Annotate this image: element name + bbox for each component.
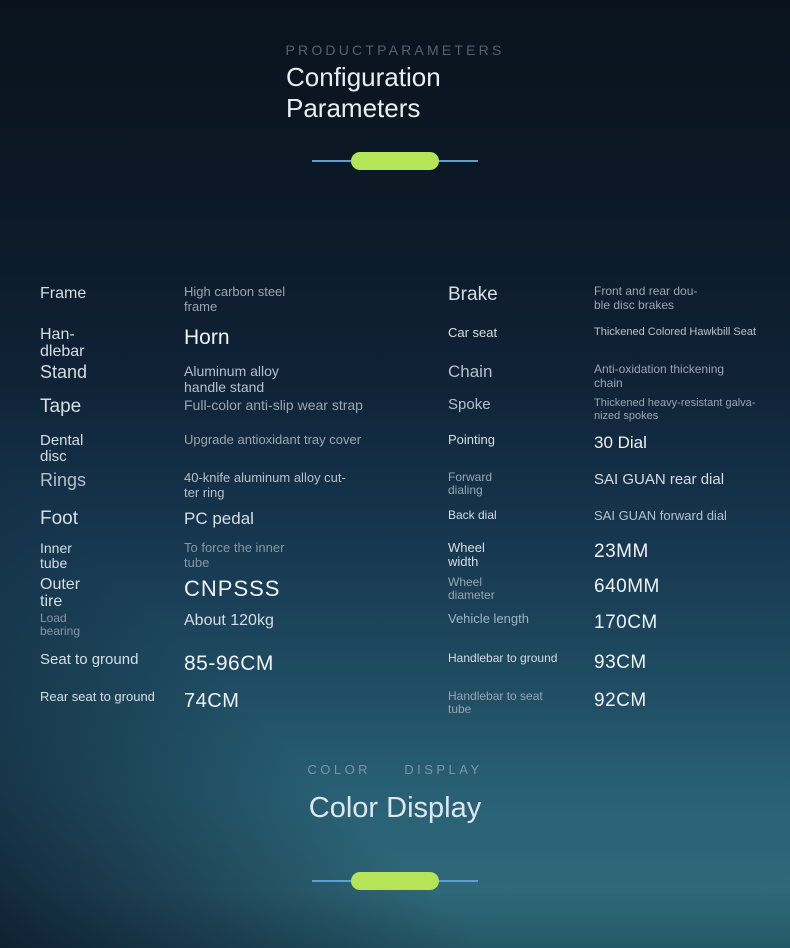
spec-label: Han- dlebar xyxy=(40,326,85,361)
spec-value: SAI GUAN forward dial xyxy=(594,508,727,523)
spec-value: Full-color anti-slip wear strap xyxy=(184,397,363,413)
spec-label: Stand xyxy=(40,362,88,382)
spec-label: Brake xyxy=(448,284,498,305)
spec-table-right: Brake Front and rear dou- ble disc brake… xyxy=(448,284,782,730)
spec-table-left: Frame High carbon steel frame Han- dleba… xyxy=(40,284,422,730)
spec-label: Vehicle length xyxy=(448,611,529,626)
spec-label: Spoke xyxy=(448,396,491,413)
spec-value: 92CM xyxy=(594,690,647,711)
divider-line-left xyxy=(312,880,351,882)
spec-value: Thickened heavy-resistant galva- nized s… xyxy=(594,397,756,422)
spec-value: 74CM xyxy=(184,690,240,712)
spec-value: 640MM xyxy=(594,576,660,597)
spec-value: About 120kg xyxy=(184,612,274,629)
section-divider-bottom xyxy=(312,872,478,890)
divider-line-right xyxy=(439,160,478,162)
accent-pill xyxy=(351,152,439,170)
page-title-line1: Configuration xyxy=(286,62,441,92)
spec-value: Front and rear dou- ble disc brakes xyxy=(594,284,698,312)
section-divider xyxy=(312,152,478,170)
color-display-title: Color Display xyxy=(308,792,482,824)
spec-label: Rear seat to ground xyxy=(40,689,155,704)
spec-label: Dental disc xyxy=(40,432,84,466)
spec-value: Thickened Colored Hawkbill Seat xyxy=(594,326,757,338)
spec-label: Handlebar to seat tube xyxy=(448,689,543,716)
spec-label: Pointing xyxy=(448,432,495,447)
spec-value: Horn xyxy=(184,326,230,349)
spec-value: CNPSSS xyxy=(184,576,281,601)
spec-label: Wheel diameter xyxy=(448,575,495,602)
spec-value: To force the inner tube xyxy=(184,540,285,570)
accent-pill xyxy=(351,872,439,890)
spec-value: 23MM xyxy=(594,541,649,562)
spec-label: Outer tire xyxy=(40,576,81,611)
spec-value: Aluminum alloy handle stand xyxy=(184,363,279,396)
spec-label: Rings xyxy=(40,470,87,490)
spec-value: SAI GUAN rear dial xyxy=(594,471,725,488)
spec-value: High carbon steel frame xyxy=(184,284,286,314)
spec-value: Anti-oxidation thickening chain xyxy=(594,362,725,390)
color-kicker-word2: DISPLAY xyxy=(404,762,483,777)
spec-value: 85-96CM xyxy=(184,652,274,675)
spec-label: Car seat xyxy=(448,325,498,340)
divider-line-left xyxy=(312,160,351,162)
divider-line-right xyxy=(439,880,478,882)
spec-label: Foot xyxy=(40,508,79,529)
spec-label: Wheel width xyxy=(448,540,485,570)
spec-value: 40-knife aluminum alloy cut- ter ring xyxy=(184,470,346,500)
product-parameters-kicker: PRODUCTPARAMETERS xyxy=(285,42,505,58)
page-title: Configuration Parameters xyxy=(286,62,441,124)
color-display-kicker: COLOR DISPLAY xyxy=(0,762,790,777)
spec-value: PC pedal xyxy=(184,509,254,528)
spec-label: Tape xyxy=(40,396,82,417)
spec-label: Frame xyxy=(40,285,87,302)
spec-value: Upgrade antioxidant tray cover xyxy=(184,432,362,447)
page-title-line2: Parameters xyxy=(286,93,421,123)
spec-label: Inner tube xyxy=(40,540,72,572)
spec-label: Handlebar to ground xyxy=(448,651,558,665)
spec-label: Seat to ground xyxy=(40,651,139,668)
spec-value: 93CM xyxy=(594,652,647,673)
spec-value: 30 Dial xyxy=(594,433,647,452)
color-kicker-word1: COLOR xyxy=(307,762,372,777)
spec-value: 170CM xyxy=(594,612,658,633)
spec-label: Chain xyxy=(448,362,493,381)
spec-label: Back dial xyxy=(448,508,497,522)
spec-label: Load bearing xyxy=(40,611,81,638)
spec-label: Forward dialing xyxy=(448,470,493,497)
